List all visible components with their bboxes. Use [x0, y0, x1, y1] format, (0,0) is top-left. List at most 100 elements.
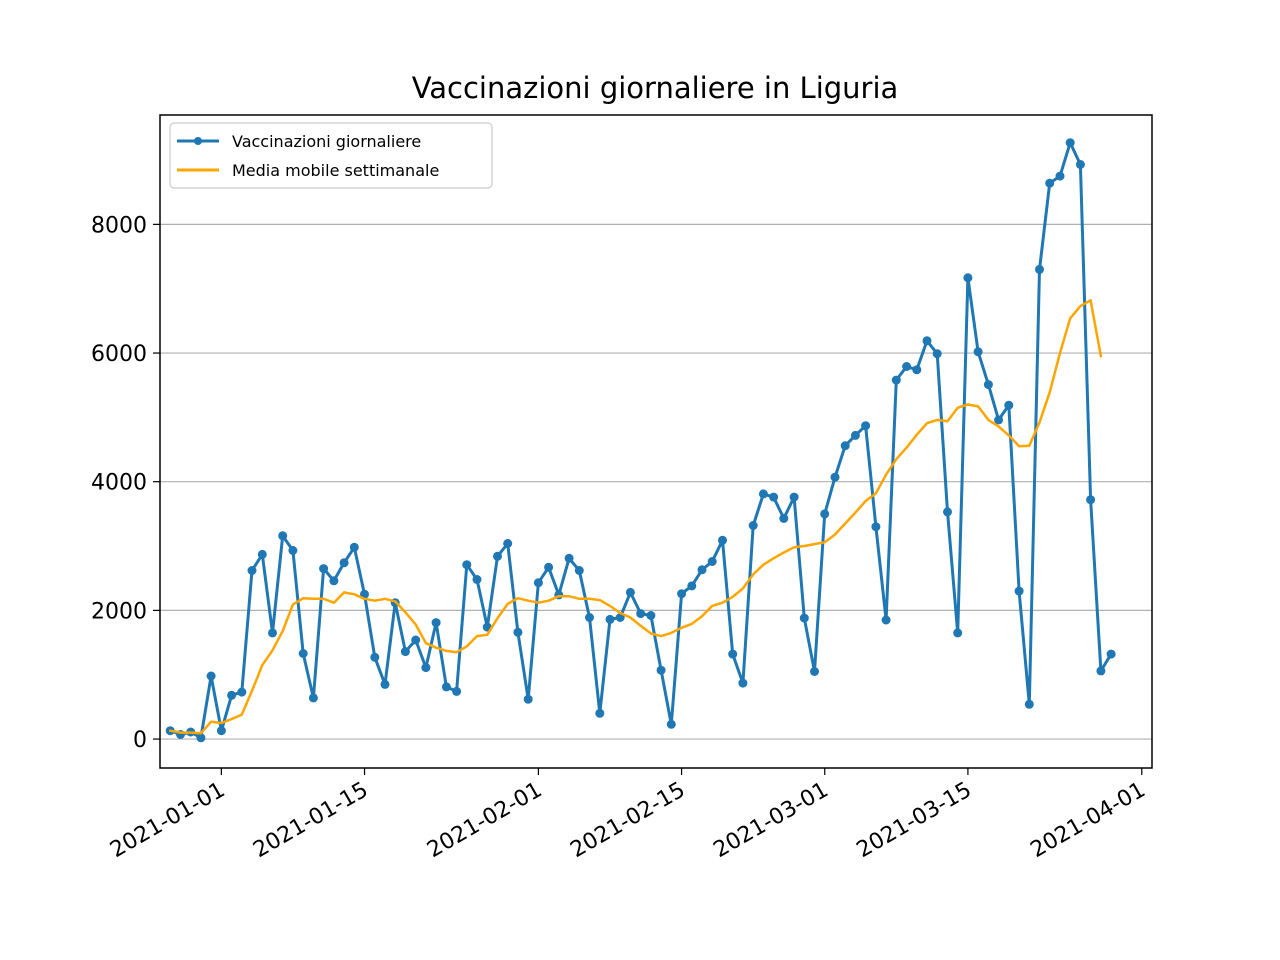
daily-vaccinations-point [983, 380, 993, 390]
daily-vaccinations-point [943, 507, 952, 517]
daily-vaccinations-point [769, 492, 779, 502]
daily-vaccinations-point [677, 589, 687, 599]
daily-vaccinations-point [1106, 649, 1116, 659]
daily-vaccinations-point [339, 558, 349, 568]
daily-vaccinations-point [431, 618, 441, 628]
legend-box [169, 122, 493, 189]
daily-vaccinations-point [625, 587, 635, 597]
legend: Vaccinazioni giornaliere Media mobile se… [169, 122, 493, 189]
daily-vaccinations-point [861, 421, 871, 431]
daily-vaccinations-point [799, 613, 809, 623]
daily-vaccinations-point [564, 553, 574, 563]
daily-vaccinations-point [329, 576, 339, 586]
daily-vaccinations-point [595, 708, 605, 718]
daily-vaccinations-point [288, 546, 298, 555]
daily-vaccinations-point [513, 627, 523, 637]
daily-vaccinations-point [216, 726, 226, 736]
daily-vaccinations-point [973, 347, 983, 357]
daily-vaccinations-point [278, 531, 288, 541]
daily-vaccinations-point [748, 521, 758, 530]
daily-vaccinations-point [462, 560, 472, 570]
daily-vaccinations-point [728, 649, 738, 659]
daily-vaccinations-point [891, 375, 901, 385]
daily-vaccinations-point [850, 430, 860, 440]
y-tick-label: 2000 [91, 599, 147, 624]
daily-vaccinations-point [697, 565, 707, 575]
daily-vaccinations-point [881, 615, 891, 625]
y-tick-label: 6000 [91, 342, 147, 367]
daily-vaccinations-point [411, 635, 421, 645]
daily-vaccinations-point [298, 649, 308, 658]
daily-vaccinations-point [820, 509, 830, 519]
daily-vaccinations-point [789, 492, 799, 502]
daily-vaccinations-point [656, 665, 666, 675]
legend-label-daily: Vaccinazioni giornaliere [232, 132, 421, 151]
daily-vaccinations-point [1045, 178, 1055, 188]
daily-vaccinations-point [441, 682, 451, 692]
daily-vaccinations-point [227, 690, 237, 700]
daily-vaccinations-point [1055, 171, 1065, 181]
series-layer [165, 138, 1116, 743]
daily-vaccinations-point [503, 539, 513, 548]
daily-vaccinations-point [666, 719, 676, 729]
y-tick-label: 4000 [91, 471, 147, 496]
daily-vaccinations-point [574, 566, 584, 575]
daily-vaccinations-point [718, 535, 727, 545]
y-tick-label: 0 [133, 728, 147, 753]
daily-vaccinations-point [687, 581, 697, 591]
daily-vaccinations-point [380, 679, 390, 689]
daily-vaccinations-point [421, 663, 431, 673]
daily-vaccinations-point [585, 613, 594, 622]
daily-vaccinations-point [605, 614, 615, 624]
daily-vaccinations-point [247, 566, 257, 575]
gridlines [160, 223, 1152, 740]
plot-frame [159, 114, 1153, 769]
daily-vaccinations-point [830, 472, 840, 482]
daily-vaccinations-point [196, 733, 206, 743]
legend-marker-daily [194, 137, 202, 145]
daily-vaccinations-point [206, 671, 216, 681]
daily-vaccinations-point [922, 336, 932, 346]
daily-vaccinations-point [1096, 666, 1106, 676]
daily-vaccinations-point [994, 415, 1004, 425]
daily-vaccinations-point [1014, 586, 1024, 596]
daily-vaccinations-point [349, 542, 359, 552]
daily-vaccinations-point [493, 551, 502, 561]
daily-vaccinations-point [779, 513, 789, 523]
daily-vaccinations-point [1086, 495, 1096, 505]
daily-vaccinations-point [544, 562, 554, 572]
daily-vaccinations-point [452, 686, 462, 696]
daily-vaccinations-point [871, 522, 881, 532]
daily-vaccinations-point [953, 628, 963, 638]
legend-label-moving-average: Media mobile settimanale [232, 161, 439, 180]
daily-vaccinations-point [932, 349, 942, 359]
moving-average-line [168, 299, 1103, 735]
daily-vaccinations-point [319, 564, 329, 574]
y-tick-label: 8000 [91, 213, 147, 238]
daily-vaccinations-point [758, 489, 768, 499]
daily-vaccinations-point [636, 609, 646, 619]
daily-vaccinations-point [237, 687, 247, 697]
daily-vaccinations-point [1075, 160, 1085, 169]
daily-vaccinations-point [523, 694, 533, 704]
daily-vaccinations-point [257, 549, 267, 559]
daily-vaccinations-point [646, 611, 656, 620]
chart-title: Vaccinazioni giornaliere in Liguria [412, 71, 899, 105]
daily-vaccinations-point [370, 652, 380, 662]
daily-vaccinations-point [1004, 400, 1014, 410]
daily-vaccinations-point [902, 362, 912, 371]
daily-vaccinations-point [533, 578, 543, 588]
daily-vaccinations-point [1065, 138, 1075, 148]
daily-vaccinations-point [472, 575, 482, 584]
daily-vaccinations-point [1035, 264, 1044, 274]
daily-vaccinations-point [810, 667, 819, 676]
daily-vaccinations-point [840, 441, 850, 451]
daily-vaccinations-point [1024, 699, 1034, 709]
daily-vaccinations-point [912, 365, 922, 375]
daily-vaccinations-point [268, 628, 277, 638]
daily-vaccinations-point [400, 647, 410, 657]
daily-vaccinations-point [738, 678, 748, 688]
daily-vaccinations-point [308, 693, 318, 703]
daily-vaccinations-point [963, 273, 973, 283]
